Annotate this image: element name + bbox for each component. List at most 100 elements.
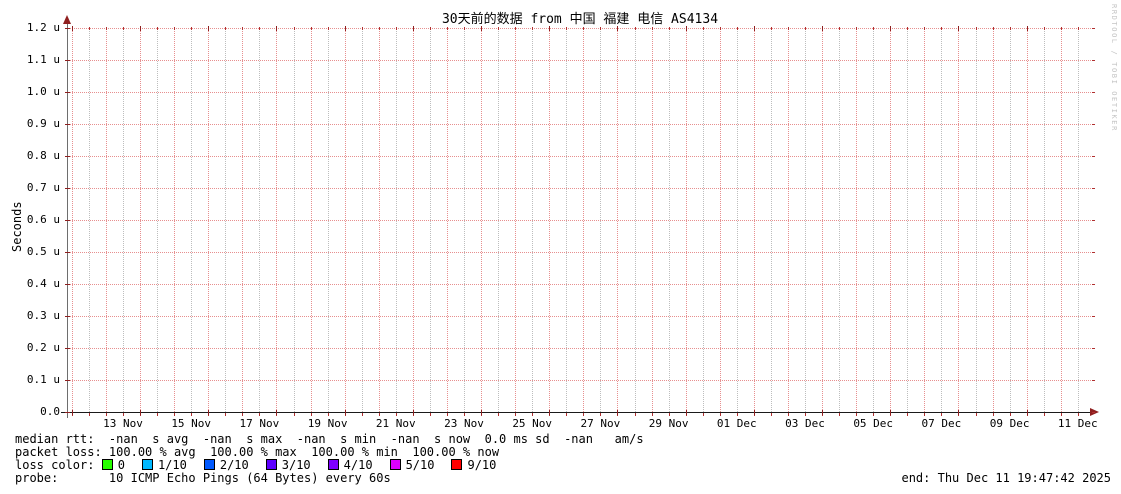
top-border-tick — [702, 27, 704, 30]
x-axis-tick — [361, 413, 363, 416]
top-border-tick — [1043, 27, 1045, 30]
gridline — [617, 28, 619, 412]
gridline — [839, 28, 841, 412]
loss-item-label: 1/10 — [157, 458, 187, 472]
x-axis-tick — [1077, 413, 1079, 416]
x-axis-tick — [1043, 413, 1045, 416]
gridline — [344, 28, 346, 412]
y-axis-tick — [65, 188, 70, 189]
grid-end-tick — [1092, 412, 1095, 413]
y-tick-label: 1.0 u — [26, 85, 60, 98]
top-border-tick — [839, 27, 841, 30]
top-border-tick — [395, 27, 397, 30]
gridline — [668, 28, 670, 412]
x-tick-label: 27 Nov — [580, 417, 621, 430]
x-tick-label: 01 Dec — [716, 417, 757, 430]
top-border-tick — [736, 27, 738, 30]
gridline — [787, 28, 789, 412]
gridline — [276, 28, 278, 412]
gridline — [924, 28, 926, 412]
gridline — [174, 28, 176, 412]
x-tick-label: 07 Dec — [921, 417, 962, 430]
top-border-tick — [327, 27, 329, 30]
top-border-tick — [600, 27, 602, 30]
major-grid-mark — [276, 26, 278, 31]
top-border-tick — [907, 27, 909, 30]
top-border-tick — [787, 27, 789, 30]
top-border-tick — [975, 27, 977, 30]
grid-end-tick — [1092, 380, 1095, 381]
gridline — [1077, 28, 1079, 412]
x-axis-tick — [924, 413, 926, 416]
y-tick-label: 0.8 u — [26, 149, 60, 162]
x-axis-tick — [839, 413, 841, 416]
top-border-tick — [770, 27, 772, 30]
x-axis-tick — [668, 413, 670, 416]
major-grid-mark — [1026, 410, 1028, 415]
top-border-tick — [88, 27, 90, 30]
major-grid-mark — [481, 26, 483, 31]
x-axis-tick — [327, 413, 329, 416]
y-axis-tick — [65, 156, 70, 157]
x-axis-tick — [907, 413, 909, 416]
gridline — [242, 28, 244, 412]
gridline — [71, 28, 73, 412]
x-axis-tick — [174, 413, 176, 416]
plot-area[interactable] — [61, 15, 1099, 418]
major-grid-mark — [412, 26, 414, 31]
y-axis-tick — [65, 380, 70, 381]
gridline — [856, 28, 858, 412]
gridline — [105, 28, 107, 412]
gridline — [736, 28, 738, 412]
top-border-tick — [498, 27, 500, 30]
x-axis-tick — [225, 413, 227, 416]
x-axis-tick — [736, 413, 738, 416]
top-border-tick — [310, 27, 312, 30]
x-axis-tick — [975, 413, 977, 416]
major-grid-mark — [958, 410, 960, 415]
top-border-tick — [429, 27, 431, 30]
y-axis-tick — [65, 412, 70, 413]
loss-legend-item: 0 — [101, 458, 125, 472]
x-axis-tick — [532, 413, 534, 416]
major-grid-mark — [549, 26, 551, 31]
top-border-tick — [378, 27, 380, 30]
grid-end-tick — [1092, 124, 1095, 125]
y-axis-tick — [65, 60, 70, 61]
gridline — [429, 28, 431, 412]
major-grid-mark — [344, 410, 346, 415]
gridline — [327, 28, 329, 412]
loss-color-items: 0 1/10 2/10 3/10 4/10 5/10 9/10 — [101, 458, 514, 472]
loss-color-label: loss color: — [15, 458, 102, 472]
gridline — [1043, 28, 1045, 412]
major-grid-mark — [685, 26, 687, 31]
gridline — [378, 28, 380, 412]
gridline — [600, 28, 602, 412]
major-grid-mark — [822, 26, 824, 31]
loss-legend-item: 9/10 — [451, 458, 496, 472]
gridline — [67, 252, 1093, 253]
x-tick-label: 29 Nov — [648, 417, 689, 430]
x-axis-tick — [395, 413, 397, 416]
gridline — [67, 124, 1093, 125]
loss-legend-item: 2/10 — [203, 458, 249, 472]
gridline — [532, 28, 534, 412]
top-border-tick — [634, 27, 636, 30]
x-axis-tick — [1060, 413, 1062, 416]
x-axis-tick — [856, 413, 858, 416]
y-axis-tick — [65, 124, 70, 125]
gridline — [412, 28, 414, 412]
gridline — [464, 28, 465, 412]
major-grid-mark — [617, 410, 619, 415]
gridline — [1060, 28, 1062, 412]
y-tick-label: 1.2 u — [26, 21, 60, 34]
x-tick-label: 23 Nov — [444, 417, 484, 430]
y-axis-arrow-icon — [63, 15, 71, 24]
x-axis-tick — [1009, 413, 1011, 416]
major-grid-mark — [890, 410, 892, 415]
loss-item-label: 5/10 — [405, 458, 435, 472]
x-tick-label: 03 Dec — [785, 417, 825, 430]
x-axis-tick — [515, 413, 517, 416]
loss-color-swatch — [389, 459, 401, 470]
x-axis-tick — [259, 413, 261, 416]
